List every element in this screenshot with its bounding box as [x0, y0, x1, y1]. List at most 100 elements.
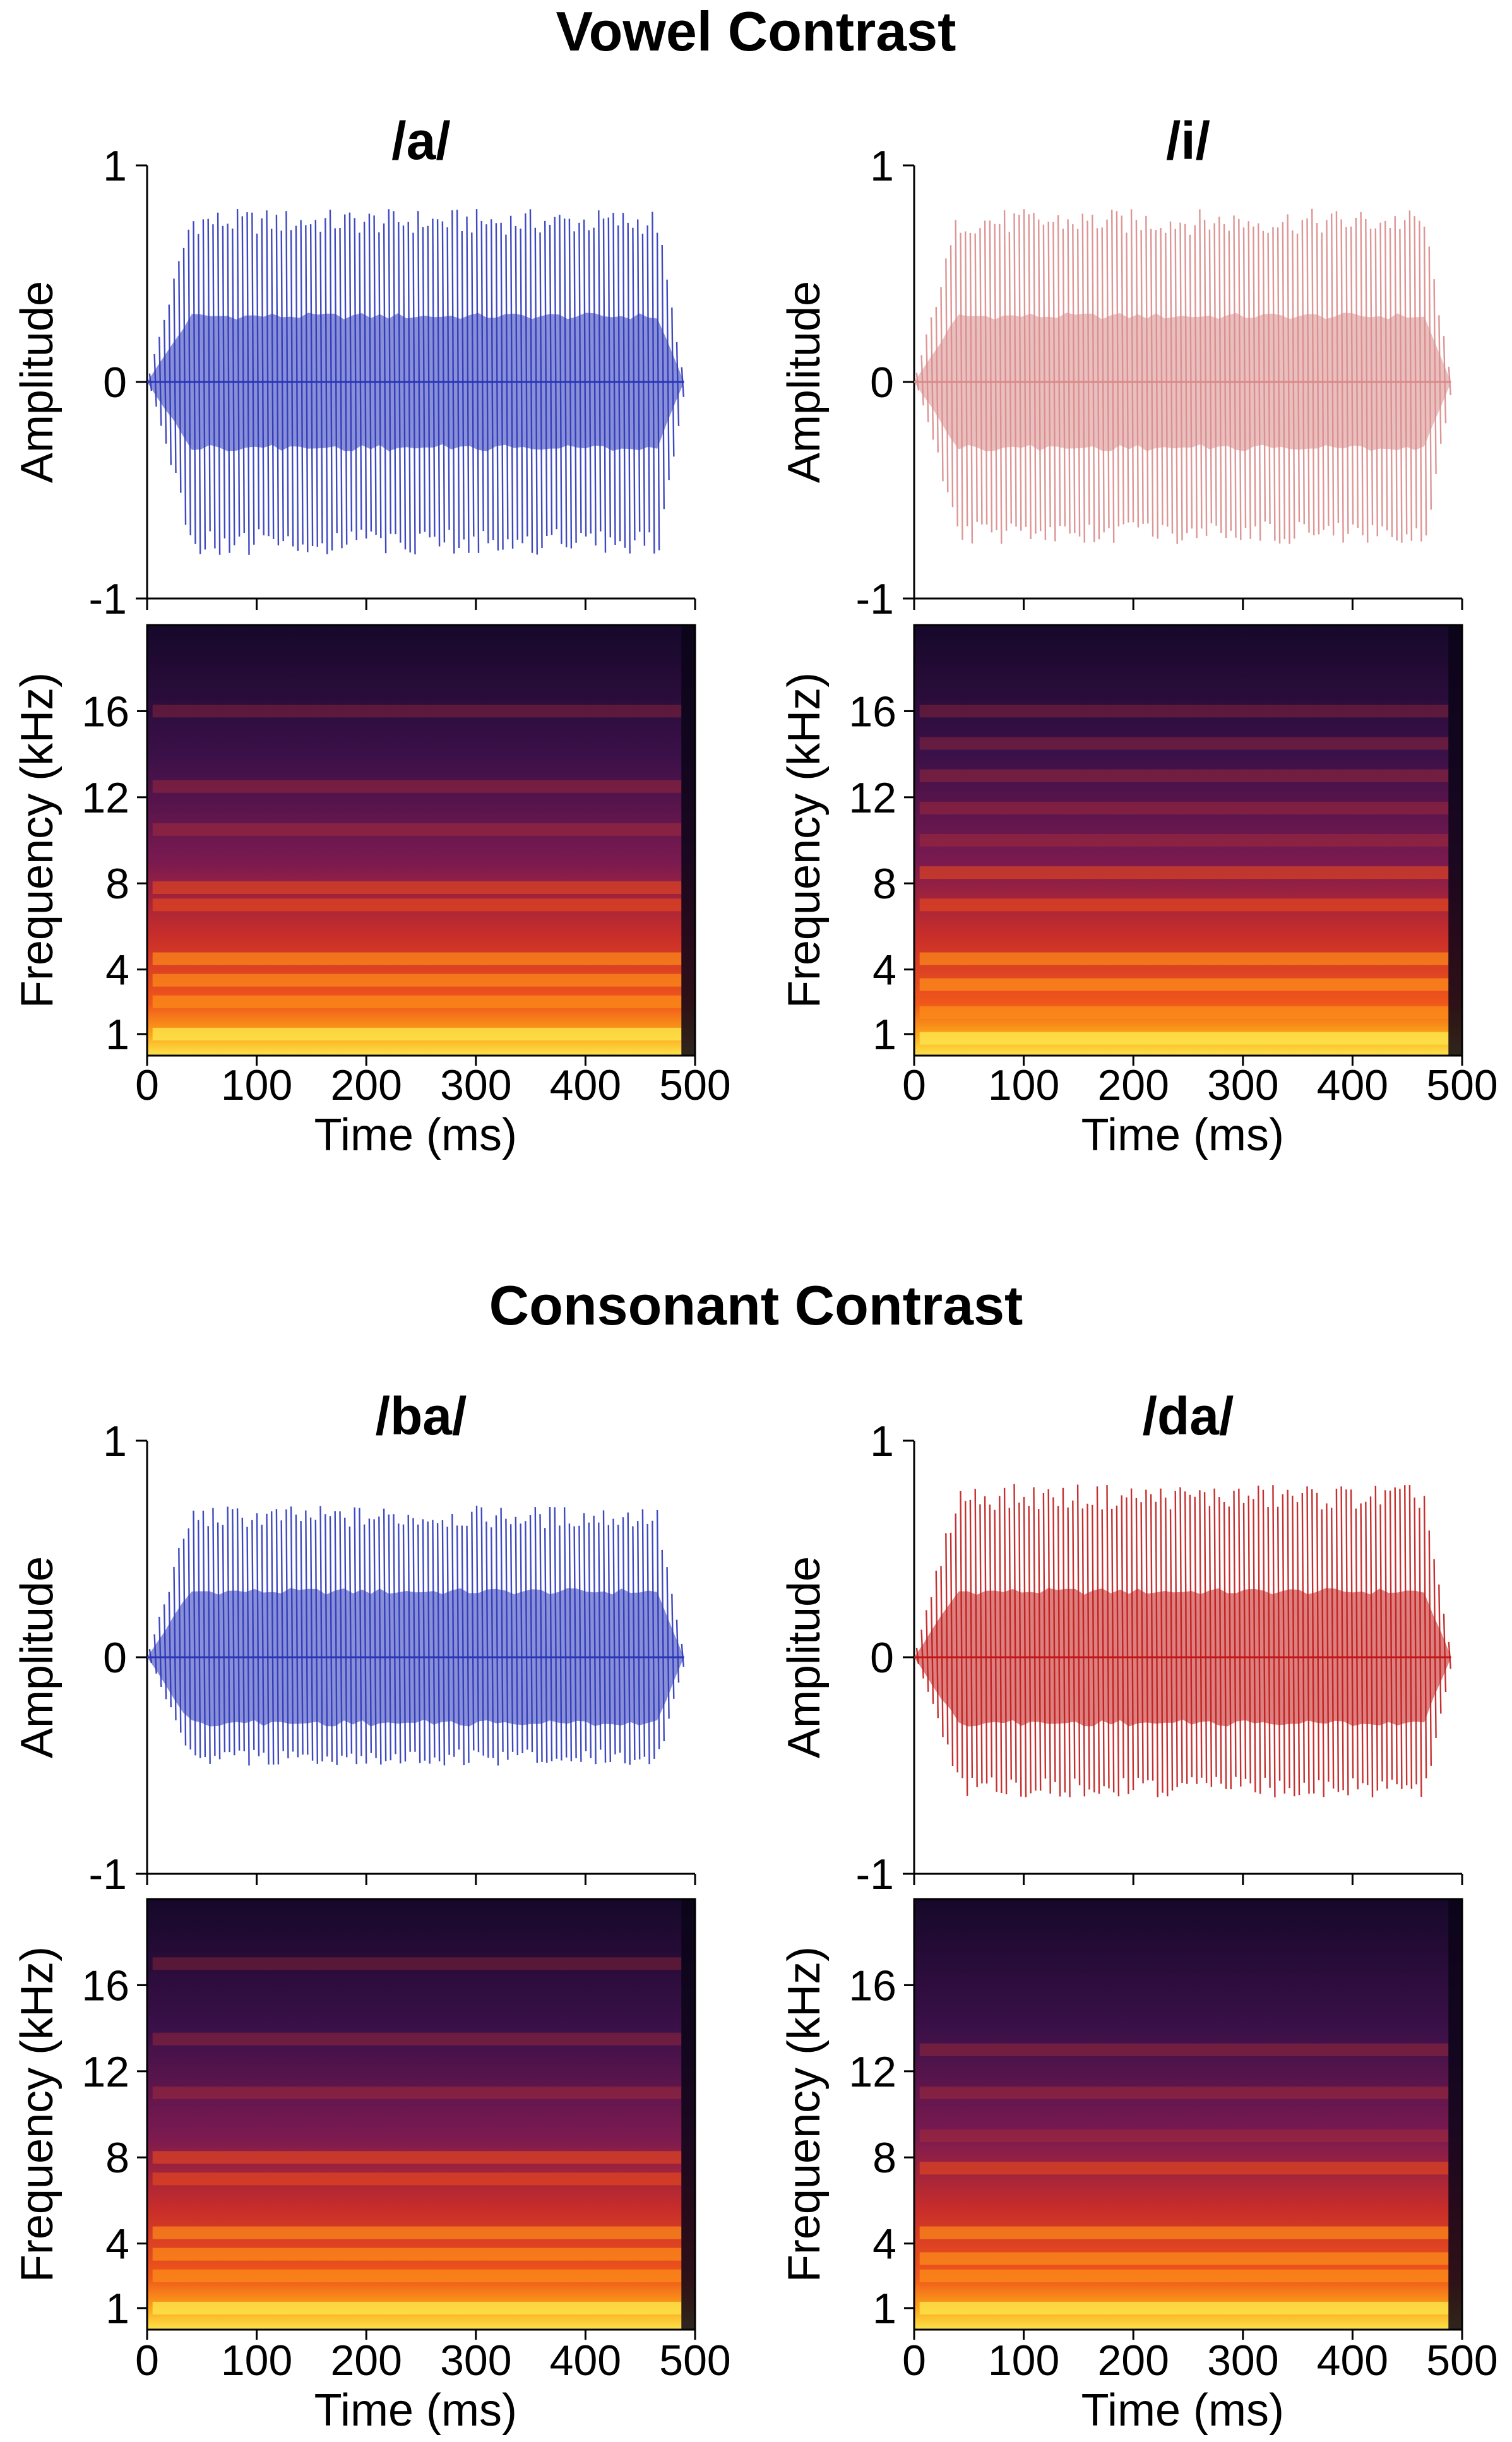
- spectrogram-band: [919, 834, 1449, 847]
- spectrogram-band: [152, 705, 682, 718]
- spectrogram-edge: [681, 1899, 695, 2330]
- spectrogram-band: [152, 2301, 682, 2314]
- spectrogram-band: [152, 952, 682, 965]
- spectrogram: [146, 1898, 696, 2331]
- spectrogram-y-tick-label: 4: [872, 2220, 896, 2268]
- consonant-contrast-title: Consonant Contrast: [489, 1274, 1023, 1337]
- spectrogram-band: [152, 823, 682, 836]
- vowel-contrast-title: Vowel Contrast: [556, 0, 956, 63]
- spectrogram-background: [147, 625, 695, 1056]
- spectrogram-x-tick-label: 200: [1097, 1061, 1169, 1109]
- waveform-series: [147, 1505, 684, 1766]
- spectrogram-band: [152, 1027, 682, 1040]
- spectrogram-y-tick-label: 8: [872, 2134, 896, 2182]
- frequency-axis-label: Frequency (kHz): [12, 672, 63, 1008]
- time-axis-label: Time (ms): [1081, 1110, 1284, 1160]
- spectrogram-y-tick-label: 1: [105, 2285, 129, 2333]
- spectrogram-x-tick-label: 400: [1317, 2337, 1388, 2385]
- spectrogram-x-tick-label: 200: [330, 2337, 402, 2385]
- waveform-y-tick-label: 1: [103, 142, 127, 190]
- waveform-y-tick-label: -1: [856, 1850, 894, 1898]
- spectrogram-frame: [146, 624, 696, 1057]
- amplitude-axis-label: Amplitude: [12, 281, 63, 483]
- spectrogram-y-tick-label: 4: [105, 946, 129, 994]
- spectrogram-frame: [913, 624, 1463, 1057]
- spectrogram-band: [919, 2301, 1449, 2314]
- spectrogram-y-tick-label: 16: [848, 1962, 896, 2010]
- waveform-series: [914, 208, 1451, 544]
- spectrogram-band: [152, 898, 682, 912]
- spectrogram-edge: [1448, 625, 1462, 1056]
- spectrogram-x-tick-label: 0: [902, 2337, 926, 2385]
- spectrogram-band: [152, 2151, 682, 2164]
- amplitude-axis-label: Amplitude: [779, 1556, 830, 1758]
- spectrogram-y-tick-label: 12: [848, 2048, 896, 2096]
- spectrogram-band: [152, 780, 682, 793]
- amplitude-axis-label: Amplitude: [12, 1556, 63, 1758]
- spectrogram-y-tick-label: 12: [848, 774, 896, 822]
- spectrogram-band: [152, 974, 682, 987]
- spectrogram-x-tick-label: 100: [988, 2337, 1059, 2385]
- spectrogram-x-tick-label: 500: [659, 1061, 730, 1109]
- spectrogram-x-tick-label: 200: [1097, 2337, 1169, 2385]
- spectrogram-band: [152, 2248, 682, 2261]
- spectrogram-y-tick-label: 16: [81, 688, 129, 736]
- time-axis-label: Time (ms): [314, 2385, 517, 2436]
- waveform-y-tick-label: -1: [89, 1850, 127, 1898]
- spectrogram-band: [919, 705, 1449, 718]
- spectrogram-band: [152, 1957, 682, 1970]
- spectrogram-frame: [146, 1898, 696, 2331]
- frequency-axis-label: Frequency (kHz): [12, 1946, 63, 2282]
- spectrogram-x-tick-label: 500: [659, 2337, 730, 2385]
- spectrogram-band: [919, 1006, 1449, 1019]
- panel-title: /ba/: [376, 1386, 467, 1446]
- waveform-y-tick-label: 1: [103, 1417, 127, 1465]
- spectrogram-y-tick-label: 1: [872, 1011, 896, 1059]
- spectrogram-band: [152, 2269, 682, 2282]
- spectrogram-x-tick-label: 300: [440, 1061, 511, 1109]
- spectrogram: [913, 1898, 1463, 2331]
- spectrogram-band: [919, 737, 1449, 750]
- spectrogram-x-tick-label: 400: [550, 2337, 621, 2385]
- spectrogram-band: [919, 2252, 1449, 2265]
- spectrogram-x-tick-label: 400: [550, 1061, 621, 1109]
- spectrogram-x-tick-label: 0: [902, 1061, 926, 1109]
- time-axis-label: Time (ms): [314, 1110, 517, 1160]
- spectrogram-band: [152, 995, 682, 1008]
- waveform-y-tick-label: -1: [856, 575, 894, 623]
- spectrogram-band: [919, 866, 1449, 879]
- spectrogram-frame: [913, 1898, 1463, 2331]
- spectrogram-band: [152, 2086, 682, 2099]
- spectrogram-x-tick-label: 300: [1207, 2337, 1278, 2385]
- spectrogram-y-tick-label: 8: [105, 2134, 129, 2182]
- frequency-axis-label: Frequency (kHz): [779, 1946, 830, 2282]
- waveform-y-tick-label: 0: [103, 1634, 127, 1682]
- amplitude-axis-label: Amplitude: [779, 281, 830, 483]
- spectrogram-band: [152, 881, 682, 895]
- spectrogram-band: [919, 2162, 1449, 2175]
- spectrogram-band: [919, 1032, 1449, 1045]
- spectrogram-band: [919, 801, 1449, 814]
- spectrogram-band: [919, 2269, 1449, 2282]
- spectrogram-y-tick-label: 4: [872, 946, 896, 994]
- waveform-y-tick-label: 0: [870, 359, 894, 407]
- spectrogram-x-tick-label: 400: [1317, 1061, 1388, 1109]
- spectrogram-y-tick-label: 16: [81, 1962, 129, 2010]
- spectrogram-band: [919, 2129, 1449, 2143]
- spectrogram-x-tick-label: 100: [221, 1061, 292, 1109]
- waveform-y-tick-label: 0: [870, 1634, 894, 1682]
- spectrogram-y-tick-label: 8: [105, 860, 129, 908]
- spectrogram-band: [919, 978, 1449, 991]
- spectrogram-edge: [1448, 1899, 1462, 2330]
- spectrogram-band: [919, 898, 1449, 912]
- waveform-y-tick-label: -1: [89, 575, 127, 623]
- spectrogram-y-tick-label: 8: [872, 860, 896, 908]
- time-axis-label: Time (ms): [1081, 2385, 1284, 2436]
- spectrogram-band: [919, 952, 1449, 965]
- frequency-axis-label: Frequency (kHz): [779, 672, 830, 1008]
- waveform-series: [914, 1484, 1451, 1797]
- waveform-y-tick-label: 1: [870, 142, 894, 190]
